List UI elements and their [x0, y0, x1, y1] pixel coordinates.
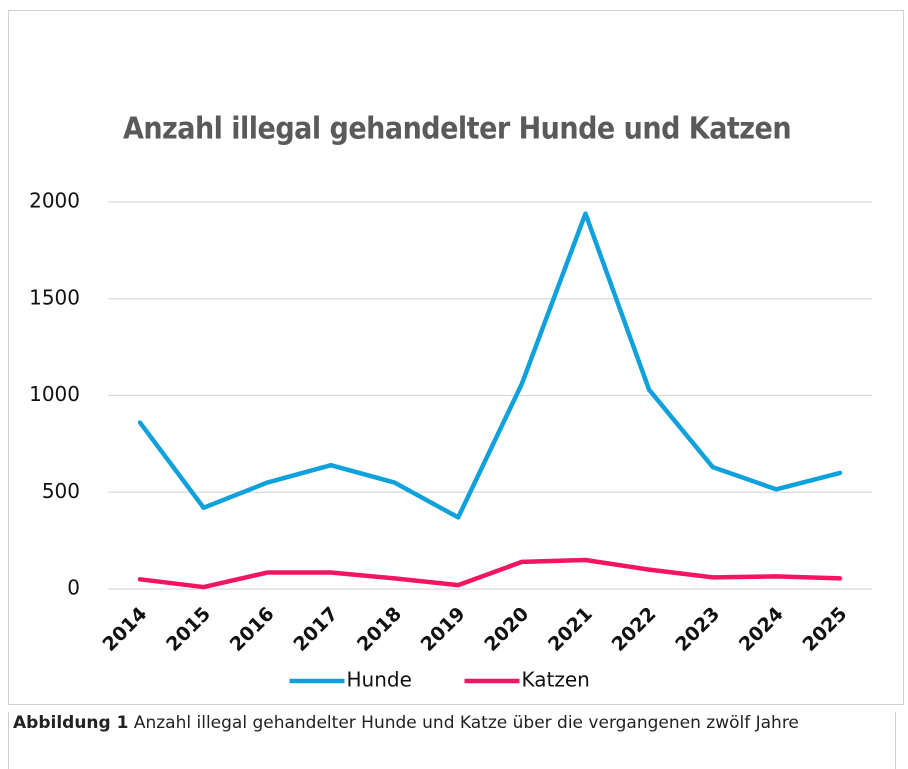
legend-label: Hunde: [347, 668, 412, 692]
y-tick-label: 500: [42, 479, 80, 503]
chart: Anzahl illegal gehandelter Hunde und Kat…: [8, 10, 904, 705]
legend-label: Katzen: [522, 668, 590, 692]
caption-label: Abbildung 1: [13, 713, 129, 733]
y-tick-label: 1500: [29, 285, 80, 309]
series-line: [137, 557, 843, 590]
y-tick-label: 2000: [29, 189, 80, 213]
chart-title: Anzahl illegal gehandelter Hunde und Kat…: [123, 112, 791, 147]
y-tick-label: 1000: [29, 382, 80, 406]
caption: Abbildung 1 Anzahl illegal gehandelter H…: [8, 712, 896, 769]
series-line: [137, 211, 843, 520]
y-tick-label: 0: [67, 576, 80, 600]
caption-text: Anzahl illegal gehandelter Hunde und Kat…: [133, 713, 799, 733]
